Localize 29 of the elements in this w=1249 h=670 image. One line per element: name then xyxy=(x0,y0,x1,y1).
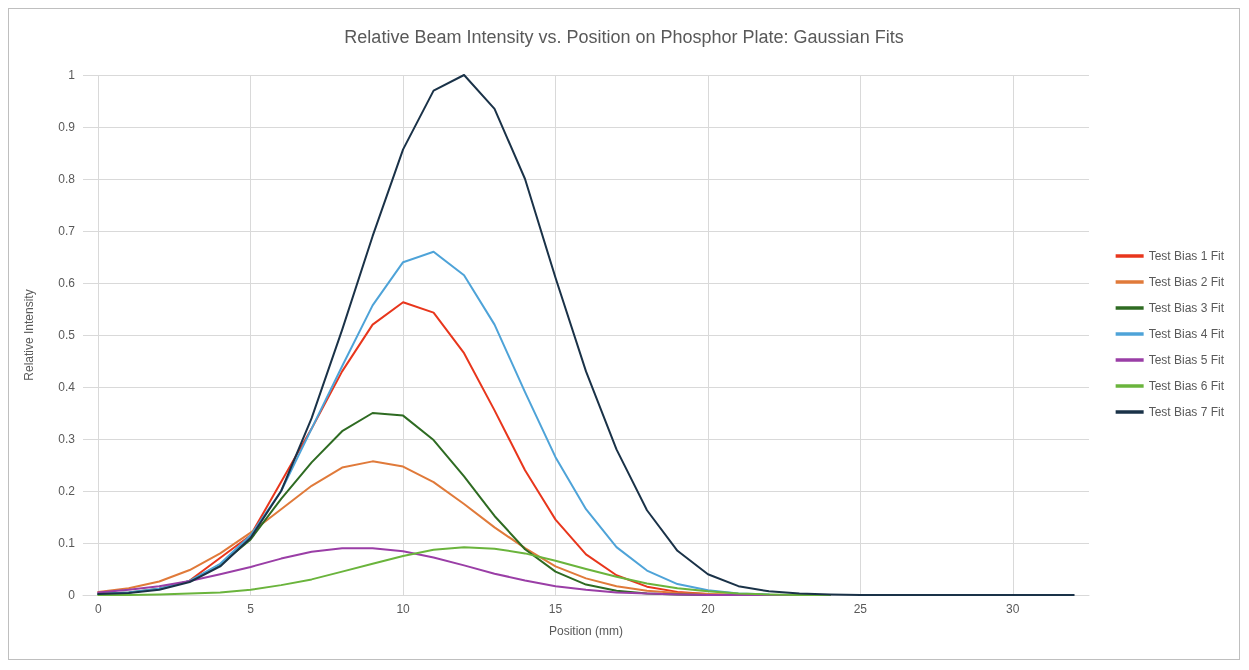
y-tick-label: 0.2 xyxy=(58,484,76,498)
legend-label: Test Bias 4 Fit xyxy=(1148,327,1225,341)
x-axis-title: Position (mm) xyxy=(548,624,624,638)
y-tick-label: 0.7 xyxy=(58,224,76,238)
y-tick-label: 0.1 xyxy=(58,536,76,550)
x-tick-label: 5 xyxy=(247,602,255,616)
y-tick-label: 0 xyxy=(68,588,76,602)
legend-label: Test Bias 7 Fit xyxy=(1148,405,1225,419)
x-tick-label: 0 xyxy=(94,602,102,616)
x-tick-label: 25 xyxy=(853,602,868,616)
y-axis-title: Relative Intensity xyxy=(22,289,36,381)
legend-label: Test Bias 5 Fit xyxy=(1148,353,1225,367)
y-tick-label: 0.5 xyxy=(58,328,76,342)
y-tick-label: 0.6 xyxy=(58,276,76,290)
legend-label: Test Bias 3 Fit xyxy=(1148,301,1225,315)
x-tick-label: 10 xyxy=(396,602,411,616)
y-tick-label: 1 xyxy=(68,68,76,82)
y-tick-label: 0.4 xyxy=(58,380,76,394)
legend-label: Test Bias 6 Fit xyxy=(1148,379,1225,393)
legend-label: Test Bias 2 Fit xyxy=(1148,275,1225,289)
y-tick-label: 0.9 xyxy=(58,120,76,134)
x-tick-label: 20 xyxy=(701,602,715,616)
x-tick-label: 30 xyxy=(1006,602,1020,616)
chart-title: Relative Beam Intensity vs. Position on Phosphor Plate: Gaussian Fits xyxy=(344,27,904,47)
x-tick-label: 15 xyxy=(548,602,563,616)
y-tick-label: 0.8 xyxy=(58,172,76,186)
legend-label: Test Bias 1 Fit xyxy=(1148,249,1225,263)
y-tick-label: 0.3 xyxy=(58,432,76,446)
line-series xyxy=(97,74,1075,596)
